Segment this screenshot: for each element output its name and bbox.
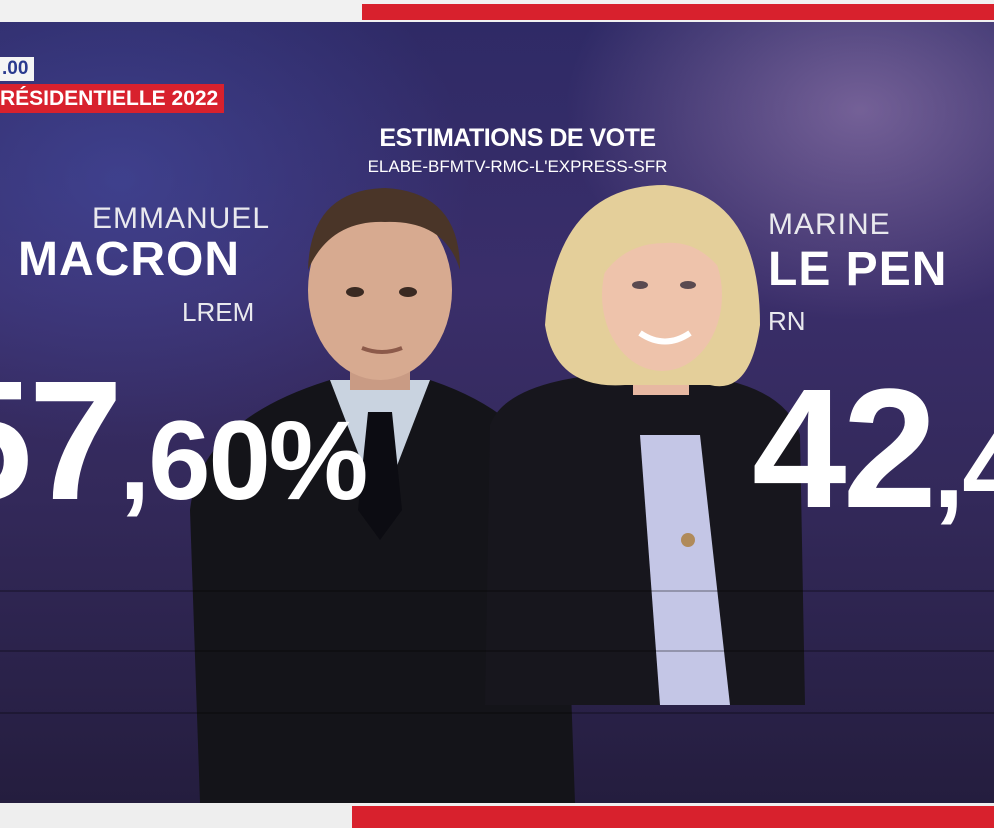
macron-pct-integer: 57 (0, 346, 123, 536)
le-pen-pct-integer: 42 (752, 364, 937, 534)
le-pen-party: RN (768, 306, 806, 336)
pollster-source: ELABE-BFMTV-RMC-L'EXPRESS-SFR (367, 157, 668, 176)
macron-percentage: 57,60% (0, 356, 368, 526)
macron-pct-decimal: ,60% (119, 398, 368, 523)
le-pen-pct-decimal: ,40 (933, 406, 994, 531)
bottom-bar-accent (352, 806, 994, 828)
le-pen-portrait (485, 185, 805, 705)
results-title: ESTIMATIONS DE VOTE (379, 124, 656, 152)
macron-portrait (190, 188, 575, 803)
le-pen-percentage: 42,40 (752, 364, 994, 534)
le-pen-first-name: MARINE (768, 208, 891, 241)
macron-party: LREM (182, 297, 255, 327)
screen-scanline (0, 590, 994, 592)
top-bar-accent (362, 4, 994, 20)
macron-first-name: EMMANUEL (92, 202, 271, 235)
election-badge: RÉSIDENTIELLE 2022 (0, 84, 225, 113)
macron-last-name: MACRON (18, 233, 240, 286)
le-pen-last-name: LE PEN (768, 243, 948, 296)
screen-scanline (0, 650, 994, 652)
time-badge: .00 (0, 57, 35, 81)
screen-scanline (0, 712, 994, 714)
